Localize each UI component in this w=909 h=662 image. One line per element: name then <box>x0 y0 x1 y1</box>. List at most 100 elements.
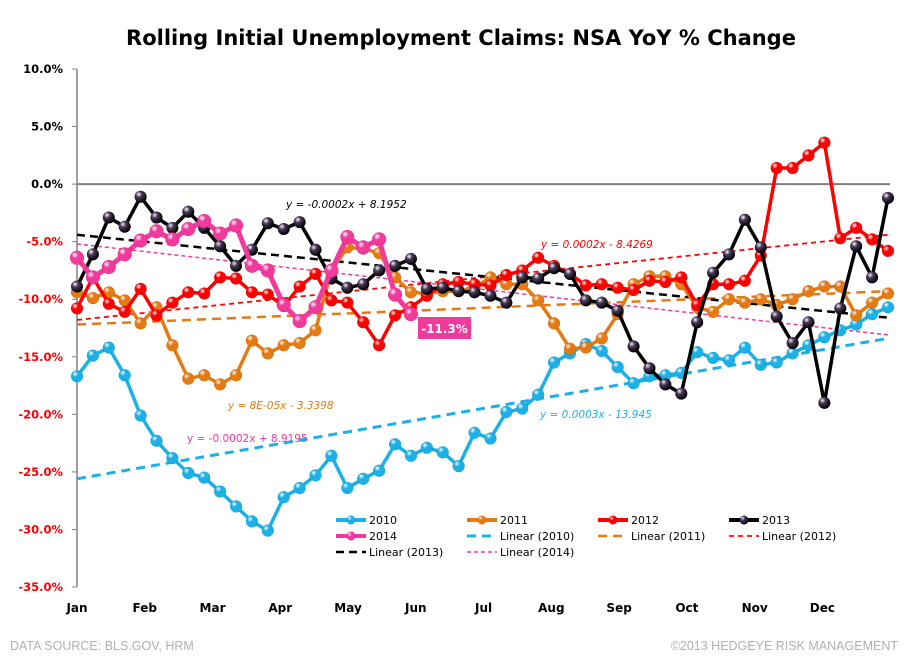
data-point-2013 <box>818 396 831 410</box>
y-tick-label: -35.0% <box>18 580 63 594</box>
x-tick-label: Sep <box>606 601 632 615</box>
data-point-2011 <box>738 296 752 309</box>
data-point-2013 <box>261 216 275 230</box>
trend-equation-2011: y = 8E-05x - 3.3398 <box>227 400 334 412</box>
data-point-2013 <box>643 362 656 375</box>
data-point-2011 <box>134 317 147 330</box>
data-point-2013 <box>500 296 513 309</box>
data-point-2014 <box>133 233 148 248</box>
data-point-2012 <box>786 161 799 175</box>
legend-item: 2014 <box>336 530 397 543</box>
data-point-2013 <box>706 266 720 279</box>
data-point-2012 <box>643 274 656 288</box>
data-point-2013 <box>118 220 131 233</box>
x-tick-label: Oct <box>675 601 698 615</box>
data-point-2013 <box>531 272 545 285</box>
data-point-2010 <box>102 341 116 354</box>
legend-item: 2011 <box>467 514 528 527</box>
series-line-2014 <box>75 218 413 324</box>
data-point-2010 <box>627 377 640 390</box>
axes: 10.0% 5.0% 0.0% -5.0% -10.0% -15.0% -20.0% -25.… <box>18 62 890 615</box>
data-point-2013 <box>134 190 147 204</box>
data-point-2012 <box>659 275 672 289</box>
data-point-2014 <box>165 232 180 247</box>
legend-label: 2014 <box>369 530 397 543</box>
data-point-2010 <box>213 485 227 498</box>
trend-equation-2014: y = -0.0002x + 8.9195 <box>187 433 308 445</box>
data-point-2014 <box>85 270 101 285</box>
legend-item: 2013 <box>729 514 790 527</box>
data-point-2010 <box>166 451 179 465</box>
data-point-2010 <box>388 438 402 451</box>
data-point-2013 <box>309 243 322 256</box>
series-line-2011 <box>76 245 889 387</box>
data-point-2013 <box>738 213 752 227</box>
data-point-2013 <box>436 281 449 294</box>
x-tick-label: Nov <box>742 601 768 615</box>
data-point-2012 <box>531 251 545 265</box>
data-point-2011 <box>579 341 593 354</box>
data-point-2011 <box>197 368 211 382</box>
data-point-2013 <box>611 304 624 317</box>
data-point-2010 <box>150 434 163 448</box>
legend-item: Linear (2010) <box>467 530 574 543</box>
data-point-2013 <box>659 378 672 391</box>
legend-swatch-marker <box>739 515 749 525</box>
data-point-2011 <box>213 378 227 391</box>
data-point-2013 <box>722 248 736 261</box>
legend-swatch-marker <box>346 531 356 541</box>
data-point-2012 <box>150 309 163 322</box>
data-point-2014 <box>355 240 371 255</box>
series-line-2013 <box>75 195 890 405</box>
data-point-2011 <box>595 332 609 345</box>
data-point-2013 <box>865 271 879 284</box>
data-point-2013 <box>579 294 593 307</box>
data-point-2013 <box>547 261 561 275</box>
legend-item: 2010 <box>336 514 397 527</box>
data-point-2010 <box>547 356 561 369</box>
data-point-2014 <box>212 226 228 241</box>
data-point-2010 <box>531 388 545 402</box>
trendline-2011 <box>76 289 889 326</box>
callout-box <box>418 317 471 339</box>
x-tick-label: Jan <box>65 601 87 615</box>
legend-swatch-marker <box>608 515 618 525</box>
data-point-2012 <box>770 161 783 175</box>
data-point-2010 <box>118 368 131 382</box>
data-point-2012 <box>579 279 593 292</box>
data-point-2013 <box>595 296 609 309</box>
data-point-2012 <box>229 272 243 285</box>
data-point-2013 <box>388 259 402 273</box>
data-point-2010 <box>341 481 354 495</box>
data-point-2011 <box>786 292 799 306</box>
data-point-2014 <box>292 313 307 329</box>
data-point-2011 <box>309 324 322 337</box>
data-point-2011 <box>849 309 863 322</box>
data-point-2014 <box>276 297 291 313</box>
data-point-2011 <box>229 368 243 382</box>
y-tick-label: -5.0% <box>26 235 63 249</box>
data-point-2014 <box>101 259 117 275</box>
y-tick-label: 5.0% <box>31 120 63 134</box>
data-point-2013 <box>468 286 481 299</box>
data-point-2013 <box>754 241 768 254</box>
trend-equations: y = 0.0003x - 13.945 y = 8E-05x - 3.3398 y… <box>187 199 653 445</box>
data-point-2010 <box>484 432 497 445</box>
legend-item: Linear (2014) <box>467 546 574 559</box>
data-point-2012 <box>595 278 609 291</box>
data-point-2011 <box>563 342 577 355</box>
series-2013 <box>70 190 895 410</box>
legend: 2010 2011 2012 2013 2014 Linear (2010) Linear … <box>336 514 836 559</box>
legend-label: Linear (2013) <box>369 546 443 559</box>
data-point-2011 <box>277 339 290 352</box>
data-point-2013 <box>404 252 418 266</box>
data-point-2011 <box>818 280 831 293</box>
data-point-2010 <box>356 472 370 486</box>
x-tick-label: Dec <box>810 601 835 615</box>
data-point-2014 <box>371 232 387 247</box>
data-point-2011 <box>245 334 259 347</box>
data-point-2012 <box>865 233 879 246</box>
footer-source: DATA SOURCE: BLS.GOV, HRM <box>10 639 194 653</box>
legend-swatch-marker <box>477 515 487 525</box>
data-point-2010 <box>468 426 481 440</box>
